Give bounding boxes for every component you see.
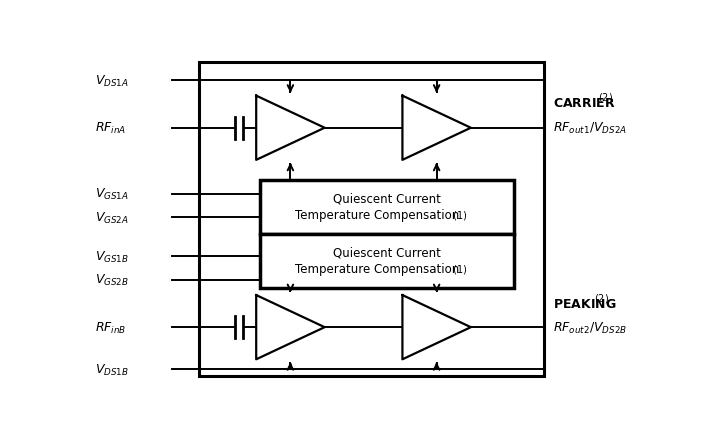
Bar: [199, 63, 544, 376]
Text: $\mathbf{PEAKING}$: $\mathbf{PEAKING}$: [553, 297, 616, 310]
Text: $RF_{inB}$: $RF_{inB}$: [95, 320, 126, 335]
Text: $\mathbf{CARRIER}$: $\mathbf{CARRIER}$: [553, 97, 615, 110]
Text: $RF_{out1}/V_{DS2A}$: $RF_{out1}/V_{DS2A}$: [553, 121, 627, 136]
Bar: [260, 181, 514, 235]
Text: $(2)$: $(2)$: [595, 291, 609, 304]
Bar: [260, 235, 514, 289]
Text: $(2)$: $(2)$: [598, 91, 613, 103]
Text: $RF_{inA}$: $RF_{inA}$: [95, 121, 126, 136]
Text: (1): (1): [451, 264, 467, 274]
Text: $RF_{out2}/V_{DS2B}$: $RF_{out2}/V_{DS2B}$: [553, 320, 627, 335]
Text: Quiescent Current: Quiescent Current: [333, 192, 441, 205]
Text: $V_{GS2A}$: $V_{GS2A}$: [95, 210, 128, 225]
Text: Quiescent Current: Quiescent Current: [333, 246, 441, 259]
Text: $V_{DS1A}$: $V_{DS1A}$: [95, 74, 128, 89]
Text: Temperature Compensation: Temperature Compensation: [295, 263, 459, 276]
Text: $V_{GS2B}$: $V_{GS2B}$: [95, 273, 128, 288]
Text: (1): (1): [451, 210, 467, 220]
Text: $V_{DS1B}$: $V_{DS1B}$: [95, 362, 128, 377]
Text: $V_{GS1A}$: $V_{GS1A}$: [95, 187, 128, 202]
Text: $V_{GS1B}$: $V_{GS1B}$: [95, 249, 128, 264]
Text: Temperature Compensation: Temperature Compensation: [295, 208, 459, 222]
